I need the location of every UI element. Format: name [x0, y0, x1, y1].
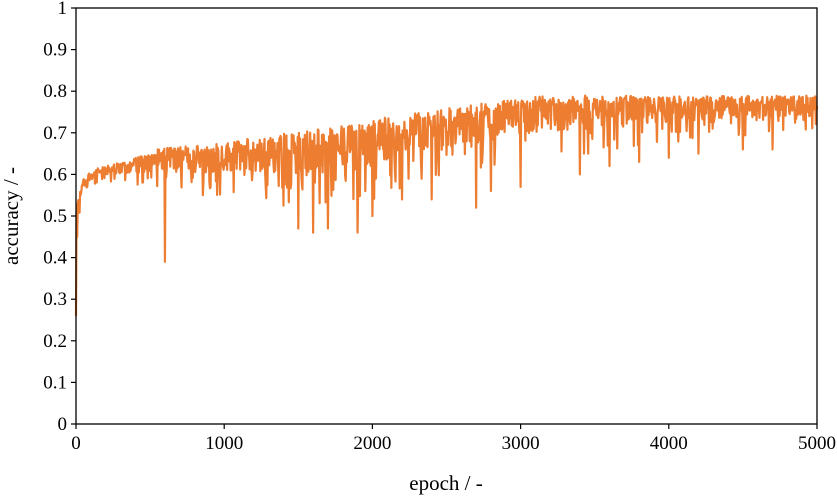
y-tick-label: 0.4 [43, 248, 67, 269]
y-tick-label: 1 [58, 0, 68, 19]
y-tick-label: 0.9 [43, 40, 67, 61]
series-layer [74, 94, 819, 316]
x-tick-label: 1000 [205, 433, 243, 454]
x-tick-label: 4000 [650, 433, 688, 454]
y-axis-ticks: 0 0.1 0.2 0.3 0.4 0.5 0.6 0.7 0.8 0.9 1 [43, 0, 76, 435]
y-tick-label: 0.6 [43, 164, 67, 185]
x-axis-ticks: 0 1000 2000 3000 4000 5000 [71, 424, 836, 454]
y-tick-label: 0.1 [43, 372, 67, 393]
y-tick-label: 0.3 [43, 289, 67, 310]
x-tick-label: 2000 [353, 433, 391, 454]
x-tick-label: 5000 [798, 433, 836, 454]
plot-frame [75, 7, 818, 425]
y-tick-label: 0.2 [43, 331, 67, 352]
y-tick-label: 0.7 [43, 123, 67, 144]
x-tick-label: 3000 [502, 433, 540, 454]
series-line-accuracy [74, 94, 819, 316]
x-axis-title: epoch / - [409, 471, 482, 495]
y-tick-label: 0.8 [43, 81, 67, 102]
y-axis-title: accuracy / - [0, 167, 23, 265]
y-tick-label: 0.5 [43, 206, 67, 227]
y-tick-label: 0 [58, 414, 68, 435]
x-tick-label: 0 [71, 433, 81, 454]
